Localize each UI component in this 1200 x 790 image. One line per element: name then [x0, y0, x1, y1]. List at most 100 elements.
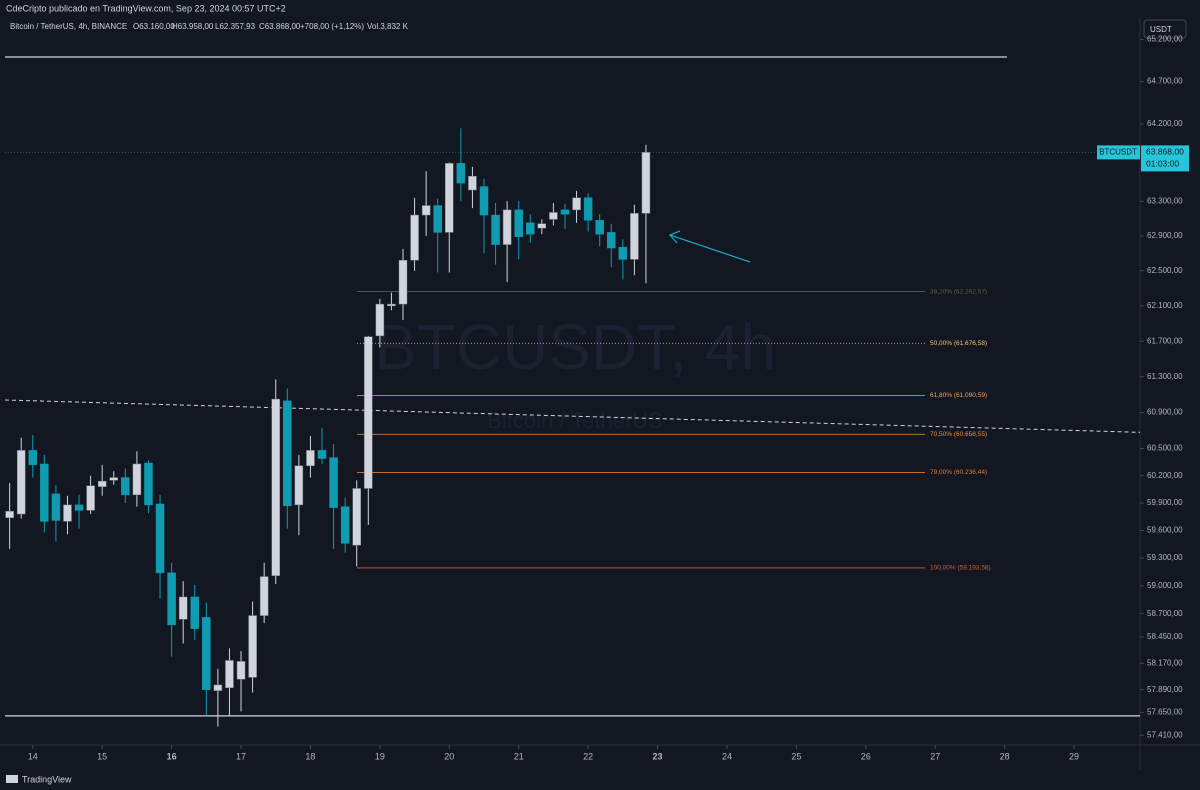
- candle-body: [595, 220, 604, 235]
- candle-body: [40, 463, 49, 522]
- candle-body: [294, 465, 304, 506]
- x-tick-label: 15: [97, 751, 107, 761]
- candle-body: [352, 488, 361, 546]
- publisher: CdeCripto publicado en TradingView.com, …: [6, 3, 286, 13]
- candle-body: [306, 450, 315, 467]
- candle-body: [549, 212, 558, 220]
- fib-label: 70,50% (60.658,55): [930, 431, 987, 438]
- watermark: BTCUSDT, 4h Bitcoin / TetherUS: [374, 311, 776, 433]
- x-tick-label: 25: [791, 751, 801, 761]
- candle-body: [479, 186, 489, 216]
- candle-body: [583, 197, 593, 221]
- header-open: O63.160,00: [133, 22, 175, 31]
- y-tick-label: 59.600,00: [1147, 526, 1183, 535]
- header-change: +708,00 (+1,12%): [300, 22, 364, 31]
- candle-body: [398, 260, 408, 305]
- candle-body: [121, 477, 130, 496]
- candle-body: [514, 209, 523, 238]
- header-close: C63.868,00: [259, 22, 301, 31]
- fib-label: 38,20% (62.262,57): [930, 288, 987, 295]
- y-tick-label: 60.500,00: [1147, 444, 1183, 453]
- price-tag: [1141, 145, 1189, 172]
- candle-body: [317, 450, 327, 459]
- y-tick-label: 57.890,00: [1147, 685, 1183, 694]
- candle-body: [364, 336, 373, 489]
- header-volume: Vol.3,832 K: [367, 22, 409, 31]
- footer: TradingView: [22, 774, 72, 784]
- symbol-label: BTCUSDT: [1099, 148, 1137, 157]
- y-tick-label: 62.100,00: [1147, 301, 1183, 310]
- y-tick-label: 59.300,00: [1147, 553, 1183, 562]
- candle-body: [155, 503, 165, 574]
- fib-label: 50,00% (61.676,58): [930, 340, 987, 347]
- candle-body: [97, 480, 107, 487]
- countdown: 01:03:00: [1146, 159, 1179, 169]
- candle-body: [5, 511, 14, 518]
- candle-body: [178, 596, 188, 620]
- x-tick-label: 27: [930, 751, 940, 761]
- x-tick-label: 17: [236, 751, 246, 761]
- y-tick-label: 57.650,00: [1147, 707, 1183, 716]
- symbol-tag: [1097, 145, 1140, 160]
- x-tick-label: 29: [1069, 751, 1079, 761]
- y-tick-label: 65.200,00: [1147, 35, 1183, 44]
- candle-body: [618, 246, 628, 260]
- header-low: L62.357,93: [215, 22, 256, 31]
- y-tick-label: 61.700,00: [1147, 336, 1183, 345]
- y-tick-label: 62.900,00: [1147, 231, 1183, 240]
- candle-body: [259, 576, 269, 616]
- candle-body: [641, 152, 651, 214]
- logo: TradingView: [6, 774, 72, 784]
- arrow-head: [668, 230, 681, 244]
- trend-line: [4, 399, 1141, 433]
- x-tick-label: 23: [653, 751, 663, 761]
- header-title: Bitcoin / TetherUS, 4h, BINANCE: [10, 22, 127, 31]
- y-tick-label: 64.200,00: [1147, 119, 1183, 128]
- candle-body: [375, 303, 385, 337]
- x-tick-label: 24: [722, 751, 732, 761]
- y-tick-label: 64.700,00: [1147, 77, 1183, 86]
- candle-body: [16, 450, 26, 515]
- watermark-subtitle: Bitcoin / TetherUS: [487, 408, 663, 433]
- candle-body: [456, 163, 466, 184]
- fib-label: 79,00% (60.236,44): [930, 469, 987, 476]
- candle-body: [74, 504, 84, 511]
- x-tick-label: 21: [514, 751, 524, 761]
- currency[interactable]: USDT: [1150, 25, 1172, 34]
- candle-body: [491, 214, 500, 245]
- watermark-text: BTCUSDT, 4h: [374, 311, 776, 383]
- x-tick-label: 20: [444, 751, 454, 761]
- y-tick-label: 63.300,00: [1147, 196, 1183, 205]
- candle-body: [526, 222, 535, 235]
- candle-body: [572, 197, 581, 211]
- candle-body: [213, 684, 223, 691]
- candle-body: [109, 477, 119, 481]
- logo-mark: [6, 775, 18, 783]
- candle-body: [421, 205, 431, 216]
- candle-body: [607, 232, 616, 249]
- candle-body: [340, 506, 350, 544]
- x-tick-label: 16: [167, 751, 177, 761]
- candle-body: [51, 493, 61, 521]
- candle-body: [433, 205, 442, 233]
- y-tick-label: 59.900,00: [1147, 498, 1183, 507]
- candle-body: [410, 214, 419, 261]
- y-tick-label: 61.300,00: [1147, 372, 1183, 381]
- currency-button[interactable]: [1143, 19, 1187, 39]
- candle-body: [86, 485, 95, 511]
- candle-body: [283, 400, 292, 507]
- y-tick-label: 57.410,00: [1147, 730, 1183, 739]
- candle-body: [225, 660, 234, 689]
- y-tick-label: 62.500,00: [1147, 266, 1183, 275]
- x-tick-label: 19: [375, 751, 385, 761]
- candle-body: [190, 596, 199, 629]
- candle-body: [502, 209, 512, 245]
- x-tick-label: 22: [583, 751, 593, 761]
- candle-body: [144, 462, 153, 506]
- candle-body: [468, 175, 477, 191]
- header-high: H63.958,00: [172, 22, 214, 31]
- y-tick-label: 60.900,00: [1147, 408, 1183, 417]
- candle-body: [167, 572, 176, 626]
